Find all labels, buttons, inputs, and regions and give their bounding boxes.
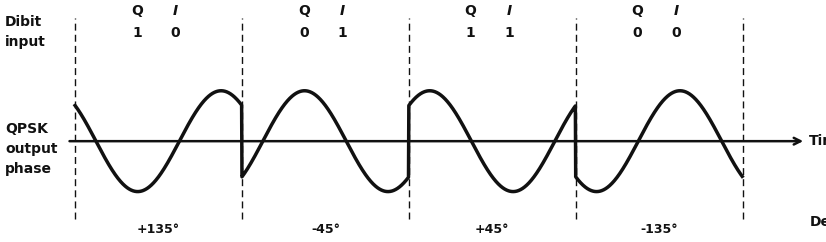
Text: Q: Q	[297, 4, 310, 18]
Text: +135°: +135°	[137, 223, 180, 236]
Text: 0: 0	[633, 26, 643, 40]
Text: phase: phase	[5, 162, 52, 176]
Text: QPSK: QPSK	[5, 122, 48, 136]
Text: Q: Q	[632, 4, 643, 18]
Text: Dibit: Dibit	[5, 15, 42, 29]
Text: +45°: +45°	[475, 223, 510, 236]
Text: 1: 1	[466, 26, 476, 40]
Text: 0: 0	[170, 26, 180, 40]
Text: I: I	[673, 4, 678, 18]
Text: Q: Q	[131, 4, 143, 18]
Text: Time: Time	[809, 134, 826, 148]
Text: I: I	[173, 4, 178, 18]
Text: Q: Q	[465, 4, 477, 18]
Text: -135°: -135°	[640, 223, 678, 236]
Text: 0: 0	[299, 26, 309, 40]
Text: 1: 1	[337, 26, 347, 40]
Text: I: I	[339, 4, 344, 18]
Text: I: I	[506, 4, 511, 18]
Text: input: input	[5, 35, 46, 49]
Text: 0: 0	[671, 26, 681, 40]
Text: output: output	[5, 142, 58, 156]
Text: 1: 1	[504, 26, 514, 40]
Text: -45°: -45°	[311, 223, 339, 236]
Text: 1: 1	[132, 26, 142, 40]
Text: Degrees: Degrees	[809, 215, 826, 229]
